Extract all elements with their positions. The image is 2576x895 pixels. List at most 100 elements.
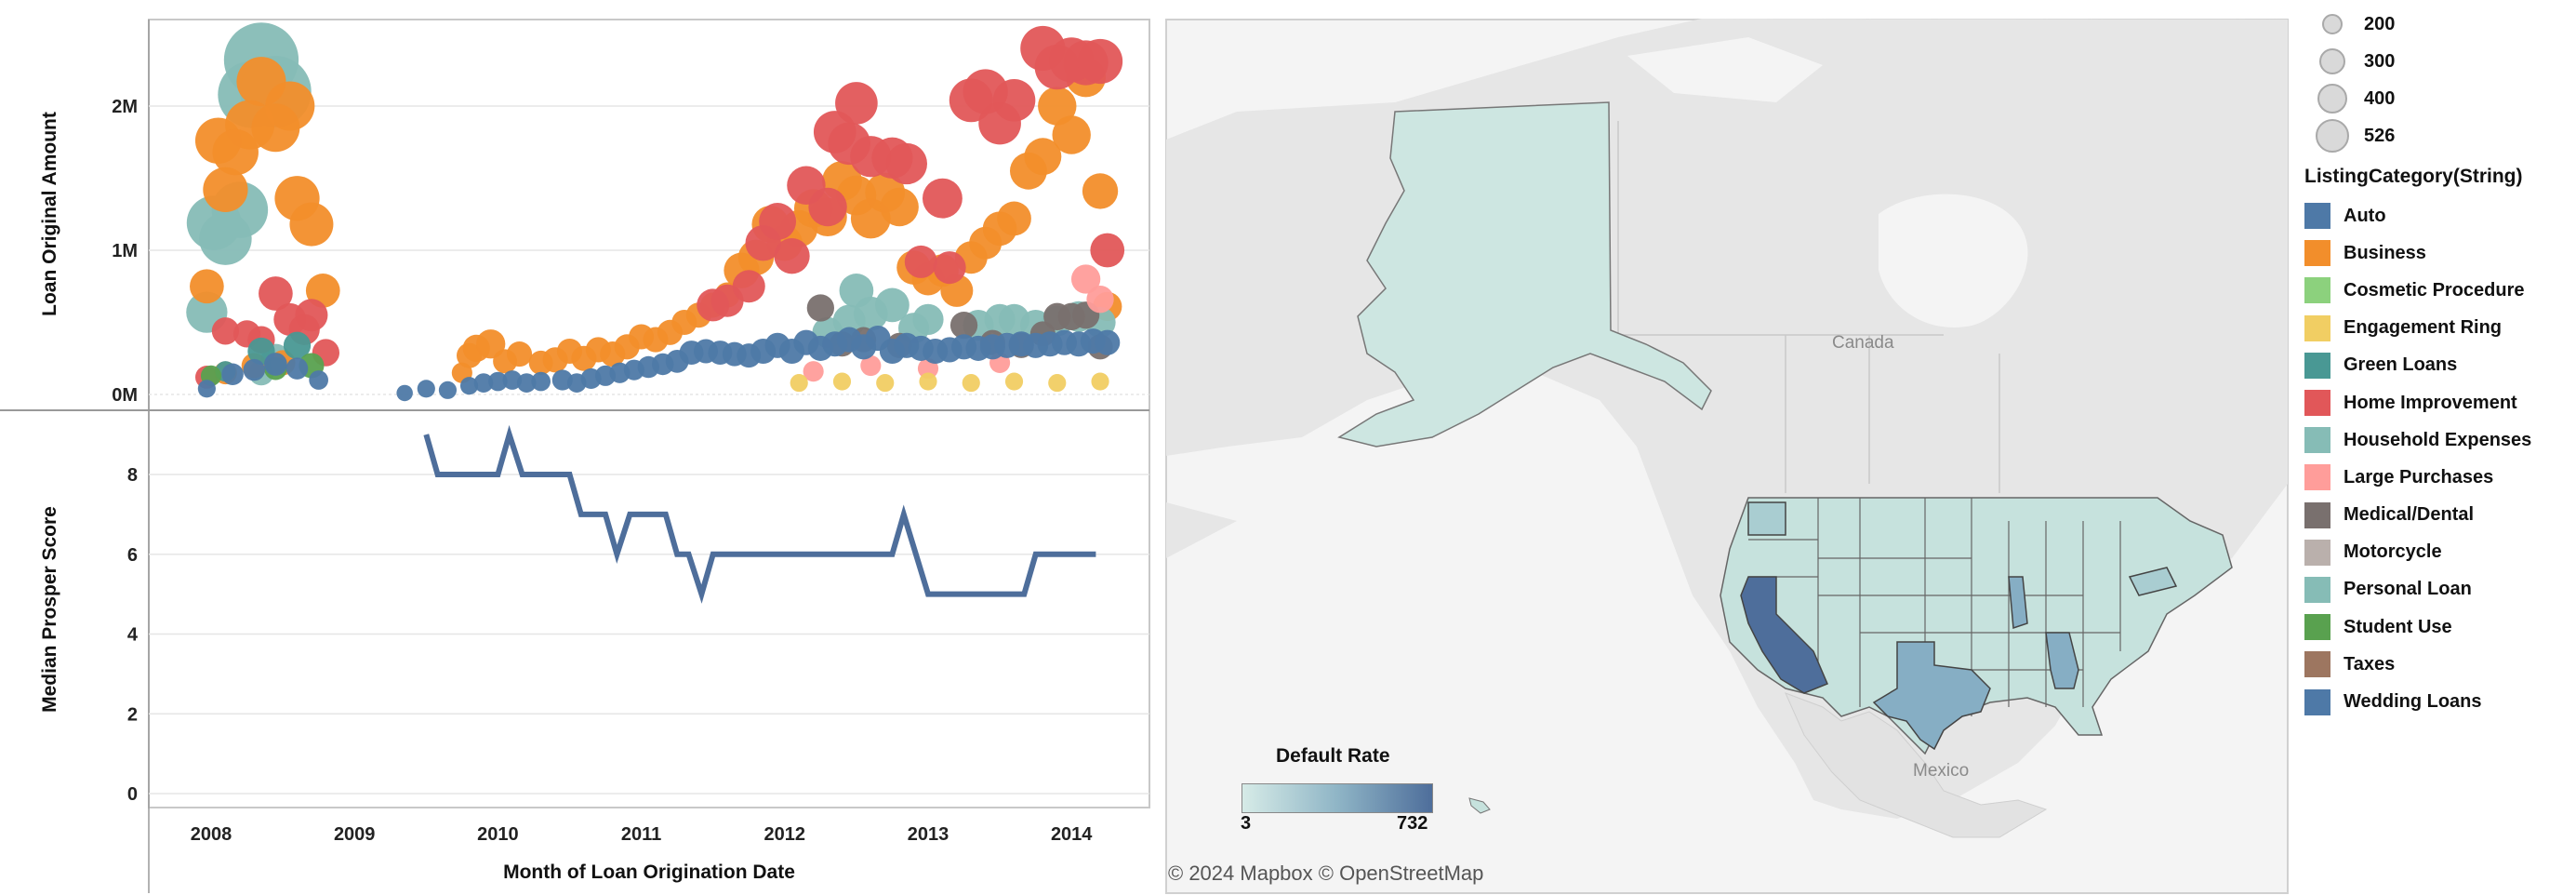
scatter-point bbox=[790, 374, 808, 393]
legend-item[interactable]: Engagement Ring bbox=[2304, 310, 2574, 347]
scatter-point bbox=[264, 353, 287, 376]
scatter-point bbox=[285, 357, 309, 380]
size-legend-label: 200 bbox=[2364, 13, 2396, 34]
line-y-tick: 8 bbox=[127, 465, 138, 486]
california-state[interactable] bbox=[1740, 576, 1828, 694]
size-legend-circle bbox=[2317, 83, 2348, 114]
alaska-region[interactable] bbox=[1337, 101, 1712, 448]
size-legend: 200 300 400 526 bbox=[2304, 6, 2574, 154]
province-borders bbox=[1617, 121, 2000, 493]
legend-item[interactable]: Auto bbox=[2304, 197, 2574, 234]
legend-item[interactable]: Green Loans bbox=[2304, 347, 2574, 384]
scatter-points bbox=[186, 22, 1125, 402]
scatter-point bbox=[774, 238, 810, 274]
size-legend-item: 526 bbox=[2304, 117, 2574, 154]
new-york-state[interactable] bbox=[2128, 567, 2178, 596]
legend-label: Household Expenses bbox=[2344, 429, 2532, 450]
contiguous-us-region[interactable] bbox=[1720, 497, 2233, 755]
scatter-point bbox=[912, 303, 944, 336]
legend-swatch bbox=[2304, 427, 2330, 454]
scatter-y-tick-labels: 0M 1M 2M bbox=[112, 97, 138, 406]
default-rate-legend-title: Default Rate bbox=[1276, 745, 1390, 767]
scatter-point bbox=[933, 251, 966, 285]
legend-swatch bbox=[2304, 240, 2330, 267]
category-legend-title: ListingCategory(String) bbox=[2304, 166, 2523, 187]
texas-state[interactable] bbox=[1872, 641, 1991, 751]
map-attribution[interactable]: © 2024 Mapbox © OpenStreetMap bbox=[1168, 862, 1484, 885]
scatter-y-tick: 2M bbox=[112, 97, 138, 117]
legend-item[interactable]: Personal Loan bbox=[2304, 571, 2574, 608]
x-tick: 2009 bbox=[334, 824, 376, 845]
legend-item[interactable]: Student Use bbox=[2304, 608, 2574, 646]
legend-label: Student Use bbox=[2344, 616, 2452, 637]
illinois-state[interactable] bbox=[2008, 576, 2028, 630]
legend-item[interactable]: Household Expenses bbox=[2304, 421, 2574, 459]
scatter-point bbox=[203, 167, 248, 213]
legend-swatch bbox=[2304, 501, 2330, 528]
scatter-point bbox=[1052, 115, 1091, 154]
scatter-point bbox=[904, 245, 937, 278]
map-panel[interactable] bbox=[1165, 19, 2289, 894]
line-y-tick: 6 bbox=[127, 545, 138, 566]
size-legend-label: 526 bbox=[2364, 125, 2396, 146]
scatter-point bbox=[251, 103, 300, 153]
scatter-point bbox=[197, 380, 216, 398]
size-legend-circle bbox=[2321, 13, 2344, 35]
scatter-point bbox=[835, 82, 878, 125]
legend-label: Auto bbox=[2344, 205, 2386, 226]
legend-swatch bbox=[2304, 314, 2330, 341]
size-legend-item: 200 bbox=[2304, 6, 2574, 43]
scatter-point bbox=[808, 187, 847, 227]
legend-item[interactable]: Cosmetic Procedure bbox=[2304, 272, 2574, 309]
scatter-point bbox=[885, 142, 928, 185]
line-y-tick: 4 bbox=[127, 625, 139, 646]
legend-label: Green Loans bbox=[2344, 354, 2458, 376]
legend-item[interactable]: Large Purchases bbox=[2304, 459, 2574, 496]
legend-item[interactable]: Taxes bbox=[2304, 646, 2574, 683]
legend-item[interactable]: Business bbox=[2304, 234, 2574, 272]
scatter-point bbox=[860, 354, 882, 377]
legend-item[interactable]: Motorcycle bbox=[2304, 534, 2574, 571]
georgia-state[interactable] bbox=[2045, 632, 2079, 689]
legend-label: Home Improvement bbox=[2344, 392, 2517, 413]
legend-label: Medical/Dental bbox=[2344, 504, 2475, 526]
median-score-line bbox=[423, 424, 1096, 604]
hawaii-region[interactable] bbox=[1468, 797, 1491, 814]
scatter-point bbox=[962, 374, 980, 393]
legend-swatch bbox=[2304, 464, 2330, 491]
scatter-point bbox=[211, 317, 240, 345]
scatter-point bbox=[221, 363, 244, 386]
size-legend-circle bbox=[2315, 118, 2350, 154]
legend-label: Engagement Ring bbox=[2344, 317, 2503, 339]
legend-label: Cosmetic Procedure bbox=[2344, 279, 2525, 301]
scatter-point bbox=[997, 201, 1031, 236]
category-legend: Auto Business Cosmetic Procedure Engagement… bbox=[2304, 197, 2574, 721]
scatter-y-tick: 0M bbox=[112, 385, 138, 406]
scatter-point bbox=[875, 287, 910, 323]
legend-item[interactable]: Medical/Dental bbox=[2304, 497, 2574, 534]
washington-state[interactable] bbox=[1747, 501, 1786, 536]
scatter-point bbox=[1082, 173, 1119, 209]
legend-swatch bbox=[2304, 277, 2330, 304]
legend-label: Business bbox=[2344, 242, 2426, 263]
mexico-label: Mexico bbox=[1913, 761, 1970, 781]
legend-swatch bbox=[2304, 352, 2330, 379]
scatter-point bbox=[283, 331, 312, 359]
x-axis-title: Month of Loan Origination Date bbox=[503, 862, 795, 883]
x-tick-labels: 2008 2009 2010 2011 2012 2013 2014 bbox=[191, 824, 1094, 845]
scatter-point bbox=[309, 370, 329, 390]
x-tick: 2010 bbox=[477, 824, 519, 845]
legend-item[interactable]: Home Improvement bbox=[2304, 384, 2574, 421]
size-legend-circle bbox=[2319, 48, 2345, 74]
legend-swatch bbox=[2304, 688, 2330, 715]
scatter-point bbox=[922, 178, 963, 219]
scatter-point bbox=[506, 341, 533, 367]
legend-item[interactable]: Wedding Loans bbox=[2304, 683, 2574, 720]
scatter-point bbox=[1095, 329, 1121, 355]
legend-label: Motorcycle bbox=[2344, 541, 2442, 563]
scatter-point bbox=[259, 276, 293, 311]
legend-swatch bbox=[2304, 539, 2330, 566]
size-legend-item: 400 bbox=[2304, 80, 2574, 117]
scatter-point bbox=[476, 329, 506, 359]
scatter-point bbox=[199, 212, 252, 265]
